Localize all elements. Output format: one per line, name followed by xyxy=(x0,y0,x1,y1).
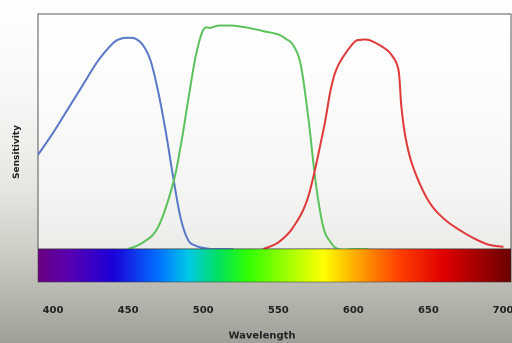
series-line-1 xyxy=(127,24,369,251)
x-tick-label: 650 xyxy=(418,305,439,316)
spectrum-bar xyxy=(37,248,512,283)
plot-area xyxy=(37,13,512,250)
x-tick-labels: 400 450 500 550 600 650 700 xyxy=(43,305,512,316)
series-line-2 xyxy=(262,38,504,250)
x-tick-label: 700 xyxy=(493,305,512,316)
x-axis-label: Wavelength xyxy=(228,330,296,342)
series-line-0 xyxy=(37,36,234,251)
series-layer xyxy=(37,24,504,251)
x-tick-label: 400 xyxy=(43,305,64,316)
x-tick-label: 550 xyxy=(268,305,289,316)
y-axis-label: Sensitivity xyxy=(12,125,22,179)
x-tick-label: 500 xyxy=(193,305,214,316)
x-tick-label: 450 xyxy=(118,305,139,316)
x-tick-label: 600 xyxy=(343,305,364,316)
